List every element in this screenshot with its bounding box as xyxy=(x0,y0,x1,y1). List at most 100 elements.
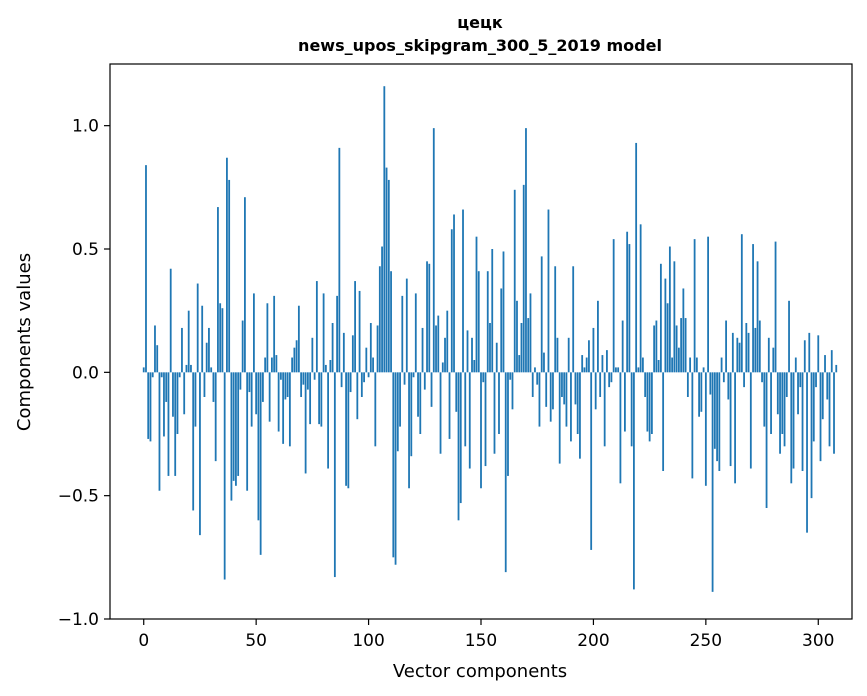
bar-240 xyxy=(682,288,685,373)
bar-184 xyxy=(556,337,559,373)
bar-45 xyxy=(244,197,246,373)
bar-103 xyxy=(374,372,377,447)
bar-296 xyxy=(808,332,811,373)
bar-119 xyxy=(410,372,413,457)
bar-236 xyxy=(673,261,676,373)
bar-261 xyxy=(729,372,732,467)
bar-171 xyxy=(527,318,530,373)
bar-86 xyxy=(336,295,338,373)
bar-128 xyxy=(430,372,433,407)
bar-202 xyxy=(597,300,599,373)
bar-75 xyxy=(311,337,314,373)
bar-8 xyxy=(160,372,163,378)
bar-34 xyxy=(219,303,222,373)
bar-306 xyxy=(830,350,833,373)
bar-170 xyxy=(525,128,527,373)
bar-118 xyxy=(408,372,410,489)
bar-120 xyxy=(412,372,415,378)
bar-252 xyxy=(709,372,712,395)
bar-248 xyxy=(700,372,703,412)
bar-253 xyxy=(711,372,714,592)
bar-200 xyxy=(592,327,595,373)
bar-49 xyxy=(253,293,255,373)
bar-127 xyxy=(428,263,431,373)
bar-37 xyxy=(226,157,228,373)
bar-233 xyxy=(666,303,669,373)
bar-201 xyxy=(594,372,597,410)
bar-223 xyxy=(644,372,647,397)
bar-168 xyxy=(520,323,523,373)
bar-239 xyxy=(680,318,683,373)
bar-101 xyxy=(369,323,372,373)
bar-51 xyxy=(257,372,260,521)
bar-232 xyxy=(664,278,667,373)
bar-298 xyxy=(812,372,815,442)
bar-197 xyxy=(585,357,588,373)
bar-11 xyxy=(167,372,170,476)
bar-76 xyxy=(313,372,316,380)
bar-294 xyxy=(803,340,806,373)
bar-231 xyxy=(662,372,665,471)
bar-267 xyxy=(743,372,745,388)
bar-288 xyxy=(790,372,793,484)
bar-39 xyxy=(230,372,233,501)
bar-182 xyxy=(552,372,554,410)
bar-283 xyxy=(779,372,781,454)
bar-226 xyxy=(650,372,653,434)
bar-244 xyxy=(691,372,694,479)
bar-68 xyxy=(295,340,298,373)
bar-79 xyxy=(320,372,323,427)
bar-74 xyxy=(309,372,312,425)
bar-98 xyxy=(363,372,365,383)
bar-178 xyxy=(543,352,545,373)
bar-91 xyxy=(347,372,350,489)
bar-159 xyxy=(500,288,503,373)
bar-174 xyxy=(534,367,536,373)
bar-110 xyxy=(390,271,392,373)
bar-158 xyxy=(498,372,500,434)
bar-266 xyxy=(740,234,743,373)
bar-78 xyxy=(318,372,321,425)
bar-210 xyxy=(615,367,617,373)
bar-23 xyxy=(194,372,197,427)
bar-238 xyxy=(677,347,680,373)
bar-212 xyxy=(619,372,622,484)
y-tick-label: −0.5 xyxy=(58,487,99,507)
bar-205 xyxy=(603,372,606,447)
bar-33 xyxy=(217,207,219,373)
bar-9 xyxy=(163,372,165,437)
bar-14 xyxy=(174,372,177,476)
bar-149 xyxy=(477,271,480,373)
bar-292 xyxy=(799,372,802,388)
bar-135 xyxy=(446,310,449,373)
bar-302 xyxy=(821,372,824,420)
bar-194 xyxy=(579,372,581,459)
bar-187 xyxy=(563,372,566,405)
bar-305 xyxy=(828,372,831,447)
bar-15 xyxy=(176,372,179,434)
x-axis-label: Vector components xyxy=(393,661,567,682)
bar-69 xyxy=(297,305,300,373)
bar-249 xyxy=(702,367,705,373)
bar-276 xyxy=(763,372,766,427)
bar-24 xyxy=(196,283,199,373)
bar-143 xyxy=(464,372,467,447)
bar-250 xyxy=(704,372,707,486)
bar-219 xyxy=(635,142,638,373)
bar-280 xyxy=(772,347,775,373)
bar-229 xyxy=(657,360,660,373)
plot-frame xyxy=(109,63,853,620)
bar-279 xyxy=(770,372,772,434)
bar-156 xyxy=(493,372,496,454)
bar-225 xyxy=(648,372,651,442)
bar-265 xyxy=(738,342,741,373)
bar-137 xyxy=(450,229,453,373)
bar-169 xyxy=(522,184,525,373)
bar-114 xyxy=(399,372,401,427)
y-axis-ticks: −1.0 −0.5 0.0 0.5 1.0 xyxy=(58,117,110,630)
bar-214 xyxy=(624,372,626,432)
bar-58 xyxy=(273,295,276,373)
bar-147 xyxy=(473,360,476,373)
bar-52 xyxy=(259,372,262,555)
bar-268 xyxy=(745,323,748,373)
